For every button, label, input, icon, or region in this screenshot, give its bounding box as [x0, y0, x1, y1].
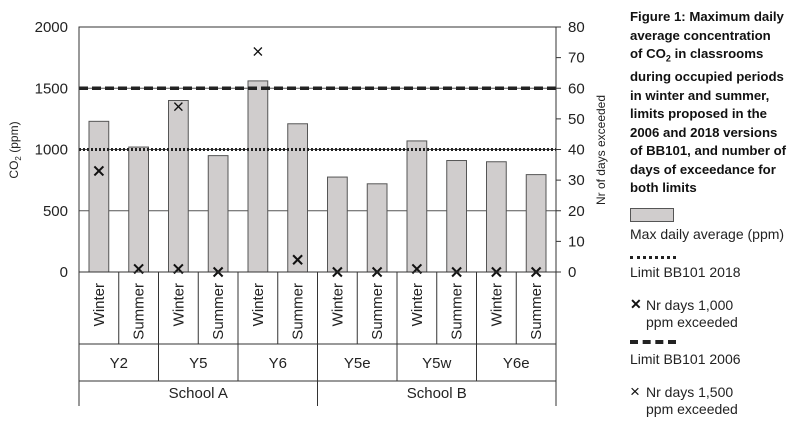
- bar: [327, 176, 348, 273]
- y-tick-label: 500: [43, 203, 68, 220]
- bar: [287, 123, 308, 273]
- y2-tick-label: 70: [568, 50, 585, 67]
- bars: [88, 80, 547, 273]
- season-label: Summer: [449, 283, 466, 340]
- y-axis-label: CO2 (ppm): [7, 121, 23, 178]
- marker-1000: [93, 165, 105, 177]
- legend-bar-label: Max daily average (ppm): [630, 226, 785, 242]
- figure-caption: Figure 1: Maximum daily average concentr…: [630, 8, 792, 198]
- bar: [406, 140, 428, 273]
- season-label: Winter: [250, 283, 267, 326]
- y-tick-label: 1000: [35, 142, 68, 159]
- caption-line: in winter and summer,: [630, 87, 770, 103]
- legend-cross-1500-label-2: ppm exceeded: [646, 401, 738, 417]
- bar: [525, 174, 547, 273]
- y2-axis-label: Nr of days exceeded: [594, 95, 608, 205]
- legend-limit-2018-line: [630, 256, 676, 259]
- season-label: Winter: [170, 283, 187, 326]
- bar: [88, 120, 110, 273]
- cross-1000-icon: ✕: [630, 296, 642, 312]
- classroom-label: Y6: [269, 355, 287, 372]
- y2-tick-label: 30: [568, 172, 585, 189]
- marker-stroke: [93, 165, 105, 177]
- caption-line: Figure 1: Maximum daily: [630, 9, 784, 24]
- classroom-label: Y6e: [503, 355, 530, 372]
- markers: [93, 47, 542, 278]
- season-label: Summer: [131, 283, 148, 340]
- y-tick-label: 0: [60, 264, 68, 281]
- bar: [168, 100, 189, 273]
- caption-line: days of exceedance for: [630, 161, 776, 177]
- caption-line: of CO2 in classrooms: [630, 46, 764, 64]
- legend-cross-1500-label: Nr days 1,500: [646, 384, 734, 400]
- y-tick-label: 1500: [35, 80, 68, 97]
- marker-stroke: [253, 47, 263, 56]
- marker-stroke: [292, 254, 303, 265]
- season-label: Winter: [488, 283, 505, 326]
- y2-tick-label: 80: [568, 19, 585, 36]
- bar: [247, 80, 269, 273]
- classroom-label: Y5: [189, 355, 207, 372]
- y2-tick-label: 0: [568, 264, 576, 281]
- cross-1500-icon: ×: [630, 382, 640, 401]
- bar: [128, 146, 149, 273]
- marker-1500: [173, 102, 183, 112]
- legend-cross-1000-label-2: ppm exceeded: [646, 314, 738, 330]
- bar: [446, 160, 467, 273]
- y2-tick-label: 40: [568, 142, 585, 159]
- legend-bar-swatch: [630, 208, 674, 222]
- caption-line: 2006 and 2018 versions: [630, 124, 778, 140]
- season-label: Winter: [91, 283, 108, 326]
- school-label: School B: [407, 385, 467, 402]
- left-axis-ticks: 0 500 1000 1500 2000: [35, 19, 68, 281]
- season-label: Summer: [290, 283, 307, 340]
- season-label: Summer: [369, 283, 386, 340]
- caption-line: of BB101, and number of: [630, 143, 787, 159]
- bar: [207, 155, 229, 273]
- bar: [486, 161, 507, 273]
- y2-tick-label: 60: [568, 80, 585, 97]
- right-axis-ticks: 0 10 20 30 40 50 60 70 80: [556, 19, 585, 281]
- school-label: School A: [169, 385, 228, 402]
- bar: [366, 183, 388, 273]
- limit-lines: [79, 86, 556, 151]
- co2-chart: 0 500 1000 1500 2000 0 10 20 30 40 50 60 70 80 Winte…: [7, 19, 608, 406]
- legend-limit-2006-line: [630, 340, 676, 344]
- marker-1000: [292, 254, 303, 265]
- legend-limit-2006-label: Limit BB101 2006: [630, 351, 741, 367]
- marker-1500: [253, 47, 263, 56]
- y2-tick-label: 10: [568, 233, 585, 250]
- category-axis: Winter Summer Winter Summer Winter Summer Wint…: [78, 272, 557, 406]
- season-label: Summer: [528, 283, 545, 340]
- y2-tick-label: 50: [568, 111, 585, 128]
- caption-line: both limits: [630, 180, 697, 196]
- y2-tick-label: 20: [568, 203, 585, 220]
- legend-limit-2018-label: Limit BB101 2018: [630, 264, 741, 280]
- season-label: Winter: [409, 283, 426, 326]
- caption-line: limits proposed in the: [630, 106, 768, 122]
- season-label: Winter: [329, 283, 346, 326]
- classroom-label: Y5e: [344, 355, 371, 372]
- legend-cross-1000-label: Nr days 1,000: [646, 297, 734, 313]
- caption-line: during occupied periods: [630, 69, 784, 85]
- classroom-label: Y5w: [422, 355, 451, 372]
- caption-line: average concentration: [630, 27, 771, 43]
- marker-stroke: [173, 102, 183, 112]
- y-tick-label: 2000: [35, 19, 68, 36]
- season-label: Summer: [210, 283, 227, 340]
- classroom-label: Y2: [110, 355, 128, 372]
